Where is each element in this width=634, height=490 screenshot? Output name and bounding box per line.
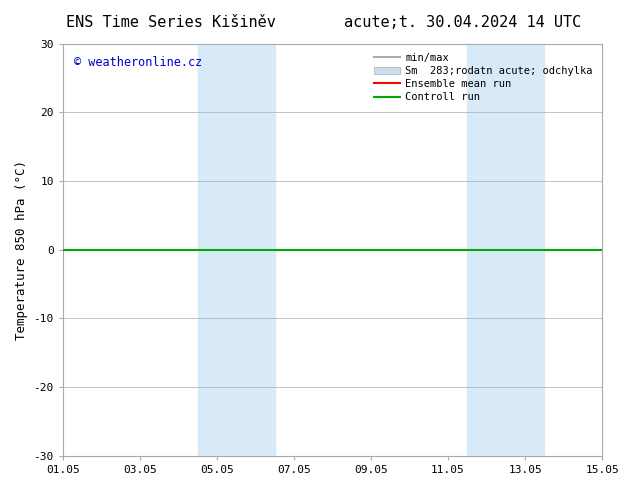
- Y-axis label: Temperature 850 hPa (°C): Temperature 850 hPa (°C): [15, 160, 28, 340]
- Text: acute;t. 30.04.2024 14 UTC: acute;t. 30.04.2024 14 UTC: [344, 15, 581, 30]
- Bar: [198, 44, 275, 456]
- Legend: min/max, Sm  283;rodatn acute; odchylka, Ensemble mean run, Controll run: min/max, Sm 283;rodatn acute; odchylka, …: [370, 49, 597, 106]
- Bar: [467, 44, 545, 456]
- Text: © weatheronline.cz: © weatheronline.cz: [74, 56, 202, 69]
- Text: ENS Time Series Kišiněv: ENS Time Series Kišiněv: [66, 15, 276, 30]
